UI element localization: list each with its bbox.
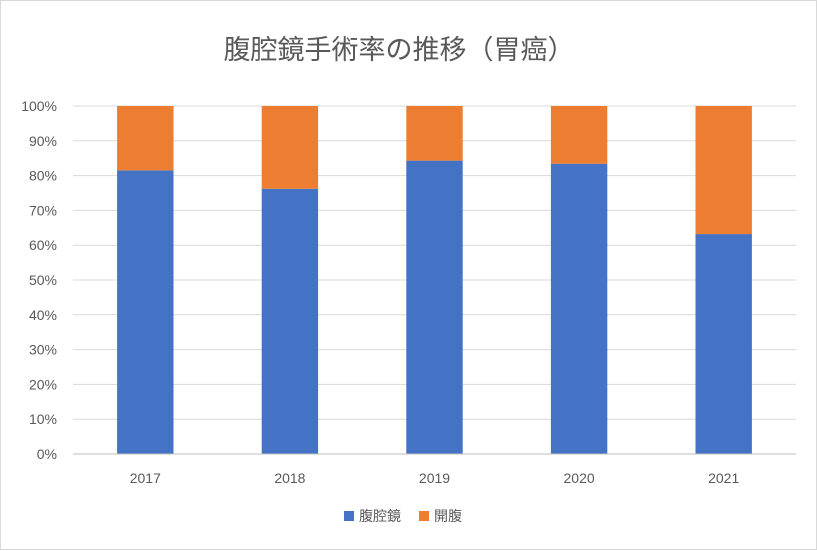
bar-laparoscopic-2018 bbox=[261, 188, 319, 454]
x-axis-ticks: 2017 2018 2019 2020 2021 bbox=[130, 470, 740, 486]
y-tick-label: 40% bbox=[29, 307, 57, 323]
y-axis-ticks: 0% 10% 20% 30% 40% 50% 60% 70% 80% 90% 100% bbox=[21, 98, 57, 462]
legend: 腹腔鏡 開腹 bbox=[344, 508, 462, 525]
legend-swatch bbox=[419, 511, 429, 521]
x-tick-label: 2021 bbox=[708, 470, 739, 486]
chart-title: 腹腔鏡手術率の推移（胃癌） bbox=[224, 35, 575, 66]
x-tick-label: 2018 bbox=[274, 470, 305, 486]
bars bbox=[117, 106, 752, 455]
x-tick-label: 2019 bbox=[419, 470, 450, 486]
y-tick-label: 90% bbox=[29, 133, 57, 149]
y-tick-label: 0% bbox=[37, 446, 57, 462]
bar-open-2021 bbox=[695, 106, 752, 235]
bar-open-2019 bbox=[406, 106, 463, 161]
y-tick-label: 80% bbox=[29, 168, 57, 184]
y-tick-label: 50% bbox=[29, 272, 57, 288]
x-tick-label: 2017 bbox=[130, 470, 161, 486]
legend-label: 開腹 bbox=[434, 508, 462, 525]
bar-laparoscopic-2017 bbox=[117, 170, 174, 454]
y-tick-label: 20% bbox=[29, 376, 57, 392]
y-tick-label: 100% bbox=[21, 98, 57, 114]
bar-open-2020 bbox=[550, 106, 608, 164]
bar-laparoscopic-2021 bbox=[695, 234, 752, 454]
legend-swatch bbox=[344, 511, 354, 521]
y-tick-label: 30% bbox=[29, 342, 57, 358]
bar-open-2018 bbox=[261, 106, 319, 189]
y-tick-label: 60% bbox=[29, 237, 57, 253]
x-tick-label: 2020 bbox=[564, 470, 595, 486]
bar-open-2017 bbox=[117, 106, 174, 171]
legend-label: 腹腔鏡 bbox=[359, 508, 401, 525]
bar-laparoscopic-2019 bbox=[406, 160, 463, 455]
bar-laparoscopic-2020 bbox=[550, 163, 608, 454]
y-tick-label: 70% bbox=[29, 202, 57, 218]
y-tick-label: 10% bbox=[29, 411, 57, 427]
